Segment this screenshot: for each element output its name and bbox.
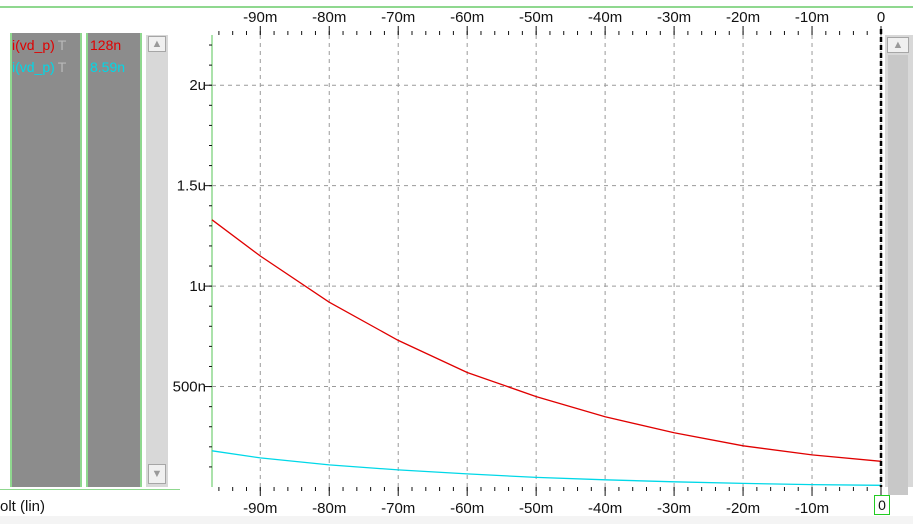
- signal-name: i(vd_p): [12, 37, 55, 53]
- x-tick-label-bottom: -10m: [795, 500, 829, 517]
- signal-value-column: [88, 33, 140, 487]
- x-tick-label-bottom: -50m: [519, 500, 553, 517]
- name-column-right-border: [80, 33, 82, 487]
- scroll-thumb[interactable]: [888, 55, 908, 495]
- top-border: [0, 6, 913, 8]
- signal-value-1: 128n: [90, 37, 122, 53]
- signal-type: T: [57, 59, 67, 75]
- signal-value-2: 8.59n: [90, 59, 126, 75]
- signal-value-panel: 128n 8.59n: [86, 33, 144, 487]
- bottom-strip: [0, 516, 913, 524]
- x-tick-label-bottom: -90m: [243, 500, 277, 517]
- x-tick-label-top: -70m: [381, 9, 415, 26]
- y-tick-label: 1u: [189, 278, 206, 295]
- x-tick-label-top: -30m: [657, 9, 691, 26]
- scroll-down-arrow-icon[interactable]: ▼: [148, 464, 166, 484]
- series-line-2: [211, 450, 882, 486]
- value-column-right-border: [140, 33, 142, 487]
- scroll-up-arrow-icon[interactable]: ▲: [887, 37, 909, 53]
- x-tick-label-bottom: -70m: [381, 500, 415, 517]
- cursor-value-box[interactable]: 0: [874, 495, 890, 515]
- x-tick-label-bottom: -80m: [312, 500, 346, 517]
- x-tick-label-top: 0: [877, 9, 885, 26]
- signal-name-column: [12, 33, 80, 487]
- scroll-up-arrow-icon[interactable]: ▲: [148, 36, 166, 52]
- y-tick-label: 500n: [173, 379, 206, 396]
- x-tick-label-top: -20m: [726, 9, 760, 26]
- x-tick-label-top: -80m: [312, 9, 346, 26]
- x-tick-label-bottom: -40m: [588, 500, 622, 517]
- x-tick-label-top: -90m: [243, 9, 277, 26]
- plot-area[interactable]: -90m -90m -80m -80m -70m -70m -60m -60m -50m -50m…: [168, 0, 913, 524]
- x-tick-label-top: -50m: [519, 9, 553, 26]
- plot-vertical-scrollbar[interactable]: ▲: [885, 35, 913, 495]
- x-tick-label-bottom: -30m: [657, 500, 691, 517]
- series-line-1: [211, 219, 882, 462]
- name-column-left-border: [10, 33, 12, 487]
- x-tick-label-top: -10m: [795, 9, 829, 26]
- signal-list-scrollbar[interactable]: ▲ ▼: [146, 35, 168, 487]
- signal-type: T: [57, 37, 67, 53]
- plot-background: [212, 35, 881, 487]
- x-axis-name-label: olt (lin): [0, 498, 46, 515]
- signal-name: i(vd_p): [12, 59, 55, 75]
- y-tick-label: 1.5u: [177, 178, 206, 195]
- y-tick-label: 2u: [189, 77, 206, 94]
- x-tick-label-top: -40m: [588, 9, 622, 26]
- value-column-left-border: [86, 33, 88, 487]
- x-tick-label-bottom: -60m: [450, 500, 484, 517]
- signal-row-2[interactable]: i(vd_p) T: [12, 59, 66, 75]
- x-tick-label-bottom: -20m: [726, 500, 760, 517]
- signal-row-1[interactable]: i(vd_p) T: [12, 37, 66, 53]
- signal-name-panel: i(vd_p) T i(vd_p) T: [0, 33, 84, 487]
- x-tick-label-top: -60m: [450, 9, 484, 26]
- footer-divider: [0, 489, 180, 490]
